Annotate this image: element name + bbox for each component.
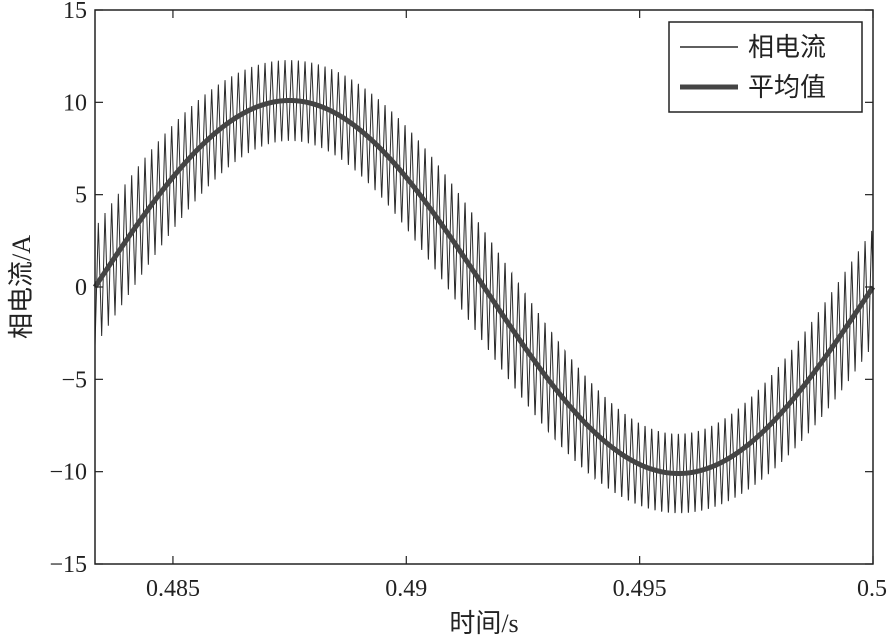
x-tick-label: 0.49: [385, 576, 427, 602]
legend: 相电流 平均值: [668, 21, 863, 113]
legend-label-phase-current: 相电流: [748, 33, 826, 62]
series-layer: [92, 60, 876, 514]
x-tick-label: 0.495: [613, 576, 667, 602]
y-axis-label: 相电流/A: [7, 235, 36, 339]
y-tick-label: 10: [63, 90, 87, 116]
ticks-layer: 0.485 0.49 0.495 0.5 −15 −10 −5 0 5 10 15: [49, 0, 887, 602]
y-tick-label: 0: [75, 275, 87, 301]
y-tick-label: −15: [49, 552, 87, 578]
x-tick-label: 0.485: [146, 576, 200, 602]
x-axis-label: 时间/s: [449, 609, 518, 638]
y-tick-label: 5: [75, 183, 87, 209]
series-average-line: [92, 97, 876, 477]
x-tick-label: 0.5: [857, 576, 887, 602]
y-tick-label: 15: [63, 0, 87, 24]
y-tick-label: −10: [49, 460, 87, 486]
legend-box: [668, 21, 863, 113]
legend-label-average: 平均值: [748, 73, 826, 102]
y-tick-label: −5: [61, 367, 87, 393]
